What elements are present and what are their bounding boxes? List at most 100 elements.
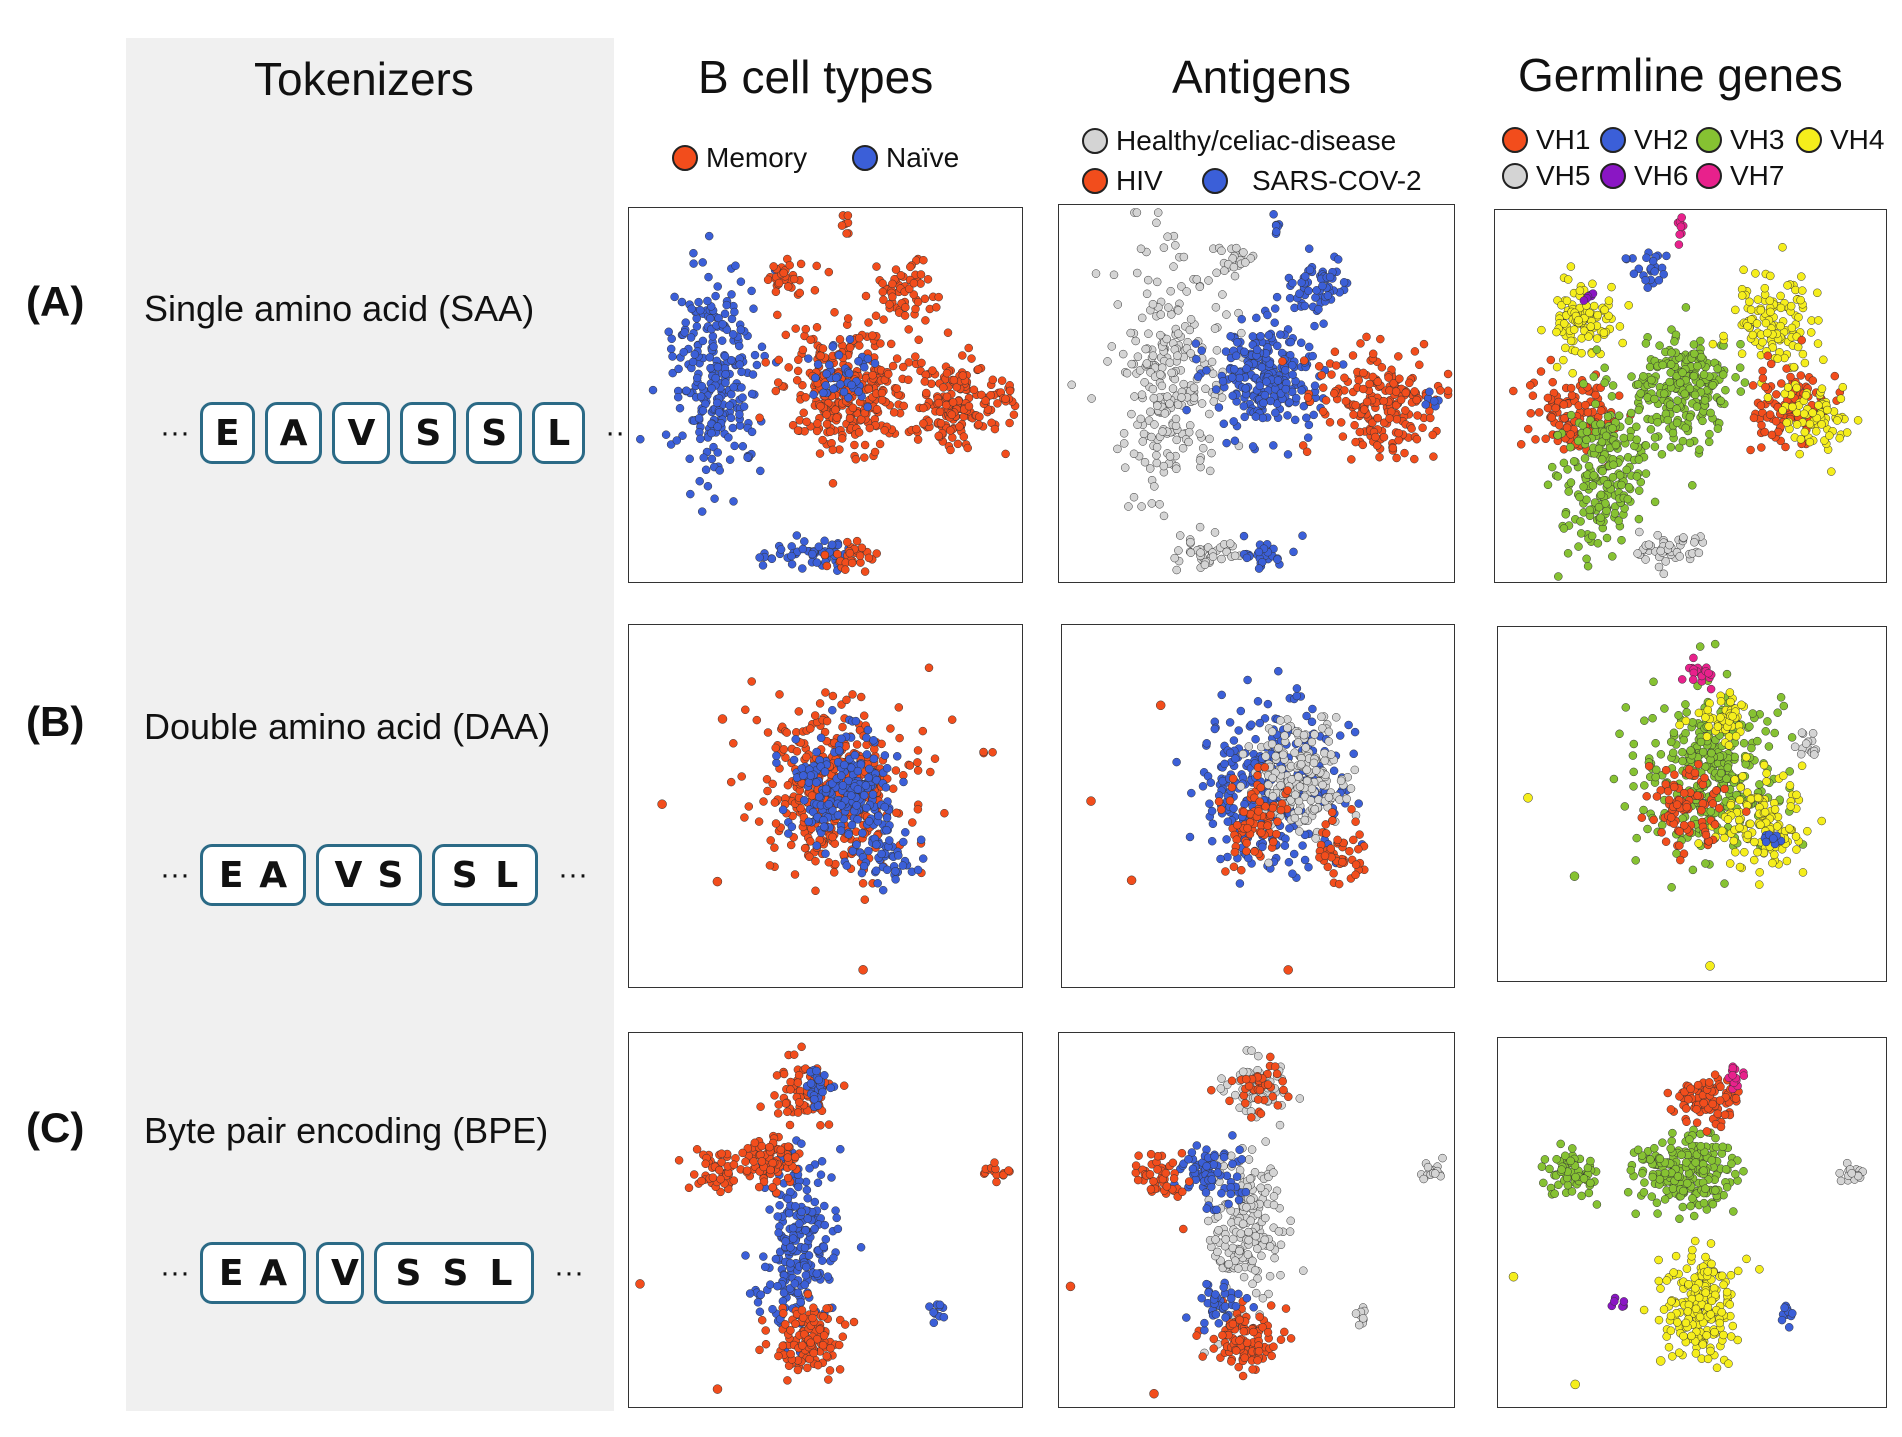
scatter-point (787, 822, 797, 832)
scatter-point (1208, 369, 1218, 379)
scatter-point (801, 393, 810, 402)
scatter-point (1290, 813, 1300, 823)
scatter-point (1184, 427, 1194, 437)
scatter-point (1746, 445, 1755, 455)
scatter-point (1126, 875, 1137, 886)
scatter-point (1736, 387, 1746, 396)
scatter-point (916, 270, 926, 279)
scatter-point (729, 497, 738, 506)
scatter-point (735, 410, 744, 419)
scatter-point (1173, 400, 1183, 409)
scatter-point (856, 415, 866, 424)
scatter-point (1401, 406, 1410, 415)
scatter-point (1368, 418, 1377, 428)
scatter-point (1563, 465, 1572, 474)
scatter-point (1262, 377, 1271, 386)
scatter-point (1783, 281, 1792, 290)
scatter-point (1311, 834, 1320, 843)
scatter-point (1351, 870, 1360, 880)
scatter-point (757, 342, 767, 352)
scatter-point (1689, 653, 1698, 663)
scatter-point (799, 408, 808, 418)
scatter-point (1212, 268, 1221, 278)
scatter-point (828, 832, 837, 842)
scatter-point (958, 351, 967, 360)
scatter-point (1158, 427, 1167, 436)
scatter-point (847, 791, 856, 800)
scatter-point (1782, 364, 1791, 373)
scatter-point (692, 322, 702, 331)
scatter-point (1187, 788, 1196, 798)
scatter-point (1650, 267, 1659, 276)
scatter-point (1256, 331, 1265, 341)
scatter-point (891, 875, 900, 884)
scatter-point (1623, 494, 1633, 504)
scatter-point (1770, 728, 1779, 738)
scatter-point (1617, 535, 1626, 545)
scatter-point (1699, 370, 1709, 379)
scatter-point (1153, 208, 1163, 217)
scatter-point (850, 440, 859, 450)
scatter-point (974, 420, 983, 429)
scatter-point (1349, 835, 1358, 845)
scatter-point (1661, 557, 1670, 566)
scatter-point (1238, 749, 1248, 759)
scatter-point (1298, 841, 1307, 850)
scatter-point (1701, 859, 1710, 868)
scatter-point (1763, 328, 1772, 338)
scatter-point (854, 428, 864, 437)
scatter-point (763, 275, 773, 285)
scatter-point (1713, 424, 1723, 433)
scatter-point (1797, 335, 1806, 345)
scatter-point (1762, 777, 1771, 786)
scatter-point (1344, 720, 1353, 730)
scatter-point (1787, 733, 1797, 742)
scatter-point (854, 357, 863, 366)
scatter-point (1207, 806, 1217, 816)
scatter-point (1551, 403, 1560, 413)
scatter-point (1311, 293, 1320, 302)
scatter-point (1592, 345, 1602, 354)
scatter-point (811, 886, 820, 896)
scatter-point (680, 328, 689, 337)
scatter-point (1552, 327, 1561, 337)
scatter-point (930, 754, 940, 763)
scatter-point (672, 436, 682, 445)
scatter-point (1708, 380, 1718, 390)
scatter-point (727, 355, 736, 365)
scatter-point (1676, 222, 1686, 232)
scatter-point (1192, 354, 1201, 364)
scatter-point (1237, 314, 1246, 324)
scatter-point (1294, 796, 1304, 806)
scatter-point (1388, 443, 1398, 453)
scatter-point (1162, 334, 1171, 344)
scatter-point (1753, 847, 1762, 857)
scatter-point (824, 267, 834, 277)
scatter-point (1253, 771, 1262, 780)
scatter-point (1576, 529, 1586, 538)
scatter-point (1159, 243, 1169, 252)
scatter-point (771, 386, 781, 396)
scatter-point (1635, 527, 1644, 537)
scatter-point (1753, 736, 1762, 746)
scatter-point (1805, 419, 1815, 429)
scatter-point (820, 767, 830, 776)
amino-acid: L (547, 412, 571, 454)
amino-acid: S (451, 854, 478, 896)
scatter-point (859, 791, 869, 800)
legend-label-vh3: VH3 (1730, 124, 1785, 155)
scatter-point (722, 300, 731, 310)
scatter-point (747, 286, 756, 296)
scatter-point (1394, 428, 1403, 438)
scatter-point (736, 277, 746, 286)
scatter-point (880, 802, 889, 812)
scatter-point (1678, 436, 1688, 446)
scatter-point (828, 691, 838, 701)
scatter-point (919, 419, 928, 428)
scatter-point (1283, 786, 1292, 795)
scatter-point (1739, 738, 1749, 748)
scatter-point (1219, 419, 1229, 429)
